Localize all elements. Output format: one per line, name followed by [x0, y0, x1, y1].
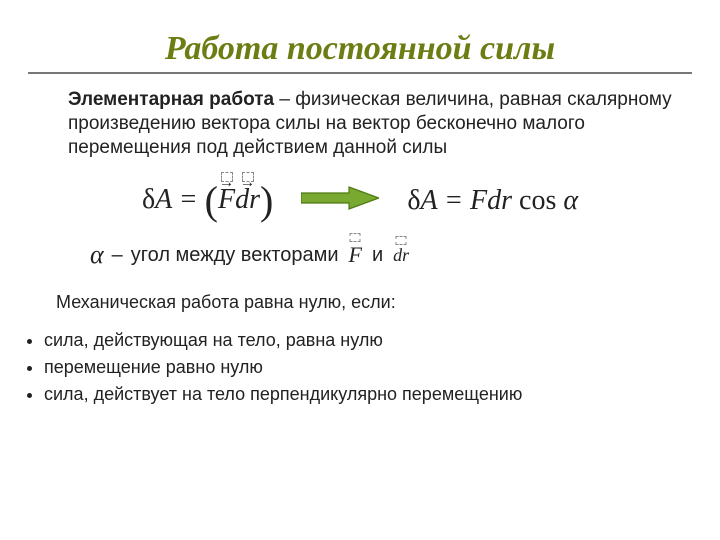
zero-work-heading: Механическая работа равна нулю, если:	[56, 292, 692, 313]
vector-F: F	[347, 242, 364, 268]
arrow-icon	[301, 185, 379, 216]
list-item: сила, действует на тело перпендикулярно …	[44, 381, 692, 408]
zero-work-list: сила, действующая на тело, равна нулю пе…	[28, 327, 692, 408]
angle-note: α – угол между векторами F и dr	[90, 240, 692, 270]
definition-paragraph: Элементарная работа – физическая величин…	[68, 88, 684, 159]
list-item: сила, действующая на тело, равна нулю	[44, 327, 692, 354]
equation-row: δA = (Fdr) δA = Fdr cos α	[28, 177, 692, 224]
alpha-symbol: α	[90, 240, 104, 270]
equation-right: δA = Fdr cos α	[407, 185, 578, 217]
angle-sep: –	[112, 244, 123, 267]
list-item: перемещение равно нулю	[44, 354, 692, 381]
title-rule	[28, 72, 692, 74]
vector-dr: dr	[391, 245, 411, 266]
equation-left: δA = (Fdr)	[142, 177, 273, 224]
angle-conj: и	[372, 244, 383, 267]
angle-text: угол между векторами	[131, 244, 339, 267]
page-title: Работа постоянной силы	[28, 30, 692, 68]
definition-term: Элементарная работа	[68, 89, 274, 110]
